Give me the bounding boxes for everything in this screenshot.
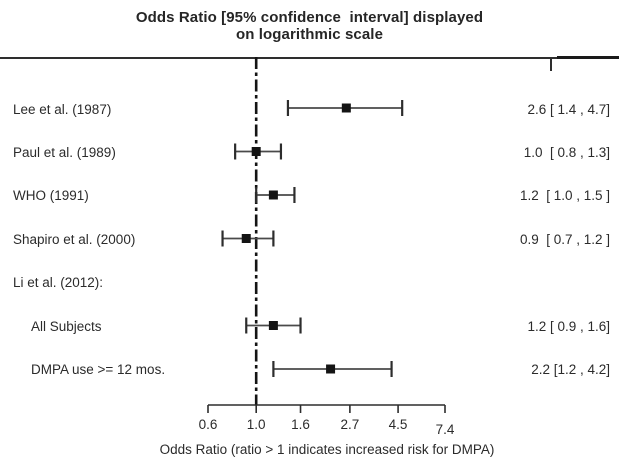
top-separator-line	[0, 57, 619, 59]
or-point-marker	[341, 103, 351, 113]
or-point-marker	[326, 364, 336, 374]
x-tick-label: 7.4	[435, 422, 455, 437]
study-label-paul: Paul et al. (1989)	[13, 145, 116, 160]
study-label-dmpa: DMPA use >= 12 mos.	[31, 362, 166, 377]
or-point-marker	[268, 190, 278, 200]
top-separator-line-bold-segment	[557, 56, 619, 59]
study-label-li-header: Li et al. (2012):	[13, 275, 104, 290]
study-result-shapiro: 0.9 [ 0.7 , 1.2 ]	[519, 232, 610, 247]
or-point-marker	[241, 234, 251, 243]
x-tick-label: 2.7	[340, 417, 360, 432]
study-result-all-subjects: 1.2 [ 0.9 , 1.6]	[527, 319, 610, 334]
x-tick-label: 1.6	[291, 417, 310, 432]
x-tick-label: 4.5	[388, 417, 408, 432]
top-right-tick-mark	[550, 58, 552, 71]
x-tick-label: 0.6	[198, 417, 218, 432]
or-point-marker	[251, 147, 261, 156]
study-label-lee: Lee et al. (1987)	[13, 102, 112, 117]
x-axis-title: Odds Ratio (ratio > 1 indicates increase…	[159, 442, 495, 457]
study-label-who: WHO (1991)	[13, 188, 89, 203]
study-result-dmpa: 2.2 [1.2 , 4.2]	[531, 362, 610, 377]
study-result-lee: 2.6 [ 1.4 , 4.7]	[527, 102, 610, 117]
study-label-shapiro: Shapiro et al. (2000)	[13, 232, 136, 247]
study-result-who: 1.2 [ 1.0 , 1.5 ]	[519, 188, 610, 203]
or-point-marker	[268, 321, 278, 330]
x-tick-label: 1.0	[246, 417, 266, 432]
study-result-paul: 1.0 [ 0.8 , 1.3]	[523, 145, 610, 160]
study-label-all-subjects: All Subjects	[31, 319, 102, 334]
chart-title: Odds Ratio [95% confidence interval] dis…	[135, 9, 484, 43]
